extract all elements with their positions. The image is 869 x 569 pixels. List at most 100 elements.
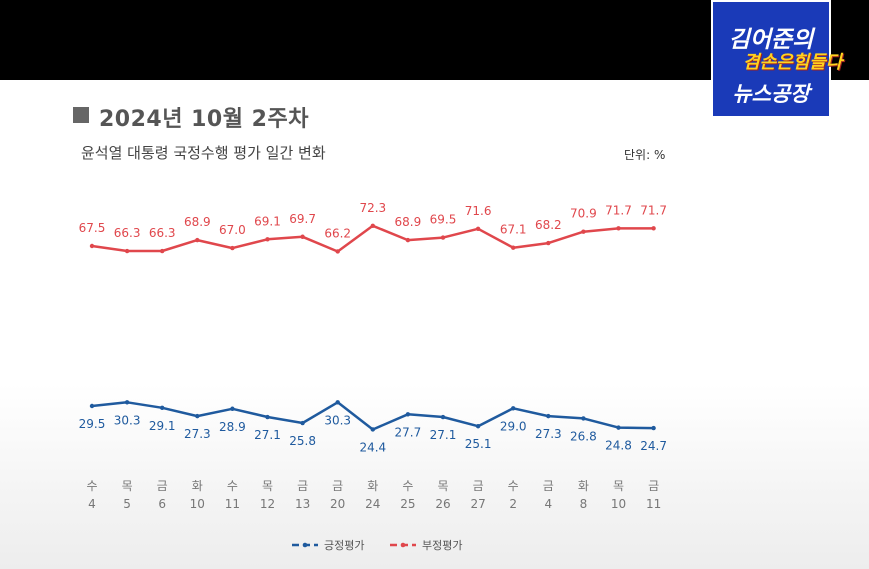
x-tick-date: 25 <box>400 497 415 511</box>
data-label-negative: 71.7 <box>640 203 667 217</box>
x-tick-date: 12 <box>260 497 275 511</box>
x-tick-day: 수 <box>86 479 97 493</box>
x-tick-date: 11 <box>646 497 661 511</box>
data-point-negative <box>651 226 656 231</box>
series-line-positive <box>90 401 655 431</box>
data-point-negative <box>546 240 551 246</box>
data-label-negative: 66.2 <box>324 226 351 240</box>
data-label-positive: 29.1 <box>149 419 176 433</box>
data-label-negative: 68.2 <box>535 218 562 232</box>
x-tick-day: 목 <box>122 479 133 493</box>
data-point-positive <box>89 403 95 409</box>
legend-label-positive: 긍정평가 <box>324 539 364 552</box>
title-square-icon <box>73 107 89 123</box>
data-label-positive: 27.1 <box>430 428 457 442</box>
data-label-negative: 67.1 <box>500 223 527 237</box>
data-point-positive <box>300 420 305 426</box>
data-label-positive: 27.3 <box>184 427 211 441</box>
data-label-positive: 29.5 <box>79 417 106 431</box>
data-point-negative <box>195 237 200 243</box>
legend-label-negative: 부정평가 <box>422 539 462 552</box>
page-title: 2024년 10월 2주차 <box>99 107 309 132</box>
data-label-positive: 25.1 <box>465 437 492 451</box>
data-point-positive <box>265 414 270 420</box>
data-point-negative <box>160 248 165 254</box>
data-label-negative: 66.3 <box>149 226 176 240</box>
data-point-positive <box>195 413 200 419</box>
data-point-positive <box>230 406 235 411</box>
data-label-positive: 25.8 <box>289 434 316 448</box>
logo-line-2: 겸손은힘들다 <box>743 52 843 73</box>
data-label-negative: 70.9 <box>570 207 597 221</box>
data-label-positive: 24.7 <box>640 439 667 453</box>
data-label-negative: 71.6 <box>465 204 492 218</box>
data-point-negative <box>300 234 305 239</box>
data-label-negative: 67.5 <box>79 221 106 235</box>
data-label-positive: 30.3 <box>324 413 351 427</box>
data-point-negative <box>440 235 446 240</box>
x-tick-day: 수 <box>402 479 413 493</box>
logo-line-1: 김어준의 <box>728 27 814 53</box>
data-point-positive <box>440 414 446 420</box>
data-label-negative: 66.3 <box>114 226 141 240</box>
x-tick-date: 10 <box>190 497 205 511</box>
x-tick-day: 금 <box>332 479 343 493</box>
x-tick-date: 24 <box>365 497 380 511</box>
data-point-positive <box>546 413 551 419</box>
data-label-positive: 30.3 <box>114 413 141 427</box>
unit-label: 단위: % <box>624 148 666 162</box>
x-tick-day: 금 <box>157 479 168 493</box>
legend-marker-negative <box>400 542 406 548</box>
data-point-positive <box>581 416 586 421</box>
data-point-negative <box>511 245 516 250</box>
series-line-negative <box>90 224 655 253</box>
x-tick-day: 화 <box>367 479 378 493</box>
x-tick-date: 11 <box>225 497 240 511</box>
data-point-negative <box>335 249 340 254</box>
data-point-positive <box>370 427 375 432</box>
x-tick-date: 10 <box>611 497 626 511</box>
x-tick-day: 목 <box>437 479 448 493</box>
data-label-negative: 69.1 <box>254 214 281 228</box>
x-tick-date: 8 <box>580 497 588 511</box>
data-label-negative: 69.5 <box>430 213 457 227</box>
x-tick-date: 2 <box>509 497 517 511</box>
x-tick-day: 금 <box>297 479 308 493</box>
chart-panel <box>0 80 869 569</box>
logo-line-3: 뉴스공장 <box>732 82 810 106</box>
data-point-positive <box>335 400 340 405</box>
x-tick-date: 20 <box>330 497 345 511</box>
data-point-negative <box>265 237 270 242</box>
data-label-positive: 28.9 <box>219 420 246 434</box>
data-point-positive <box>160 405 165 411</box>
data-point-negative <box>405 237 411 243</box>
data-label-positive: 27.1 <box>254 428 281 442</box>
data-label-negative: 69.7 <box>289 212 316 226</box>
data-label-negative: 67.0 <box>219 223 246 237</box>
data-point-negative <box>475 226 481 231</box>
data-label-positive: 26.8 <box>570 429 597 443</box>
x-tick-date: 5 <box>123 497 131 511</box>
data-label-negative: 68.9 <box>395 215 422 229</box>
data-point-negative <box>230 245 235 251</box>
data-label-negative: 71.7 <box>605 203 632 217</box>
x-tick-day: 금 <box>473 479 484 493</box>
x-tick-day: 금 <box>648 479 659 493</box>
x-tick-day: 수 <box>227 479 238 493</box>
x-tick-date: 26 <box>435 497 450 511</box>
data-point-positive <box>616 425 621 430</box>
x-tick-date: 27 <box>470 497 485 511</box>
x-tick-day: 화 <box>192 479 203 493</box>
x-tick-day: 목 <box>613 479 624 493</box>
chart-subtitle: 윤석열 대통령 국정수행 평가 일간 변화 <box>81 144 326 162</box>
data-point-negative <box>124 248 130 254</box>
x-tick-date: 4 <box>88 497 96 511</box>
data-label-negative: 68.9 <box>184 215 211 229</box>
x-tick-day: 화 <box>578 479 589 493</box>
data-label-positive: 29.0 <box>500 419 527 433</box>
data-point-positive <box>475 424 481 429</box>
ars-membership-label: ARS 멤버십 <box>747 155 799 166</box>
data-point-positive <box>124 400 130 405</box>
x-tick-date: 13 <box>295 497 310 511</box>
data-point-negative <box>581 229 586 234</box>
